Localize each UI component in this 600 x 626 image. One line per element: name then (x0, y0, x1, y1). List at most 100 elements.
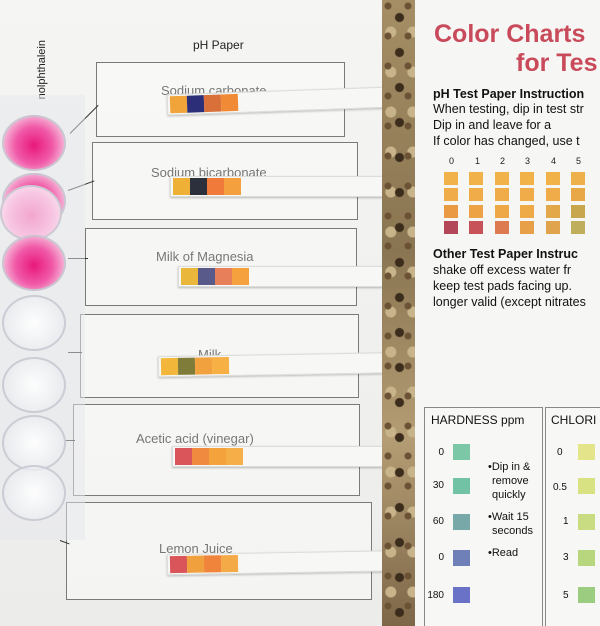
pad (220, 93, 239, 112)
pad (194, 357, 213, 375)
other-instruction-line: keep test pads facing up. (433, 279, 572, 293)
hardness-level: 0 (438, 552, 444, 563)
strip-pads (160, 357, 230, 376)
hardness-note: seconds (492, 525, 533, 537)
ph-swatch (495, 172, 509, 185)
pad (192, 448, 209, 465)
pad (198, 268, 215, 285)
ph-swatch (469, 172, 483, 185)
ph-swatch (520, 221, 534, 234)
ph-instruction-line: Dip in and leave for a (433, 118, 552, 132)
chart-title-line2: for Tes (516, 49, 598, 77)
ph-swatch (571, 205, 585, 218)
pad (186, 555, 205, 573)
hardness-swatch (453, 550, 470, 566)
chlorine-level: 3 (563, 552, 569, 563)
chlorine-level: 5 (563, 590, 569, 601)
ph-instructions-heading: pH Test Paper Instruction (433, 87, 585, 101)
pad (169, 95, 188, 114)
chlorine-level: 0 (557, 447, 563, 458)
pad (207, 178, 224, 195)
ph-instruction-line: If color has changed, use t (433, 134, 580, 148)
other-instruction-line: longer valid (except nitrates (433, 295, 586, 309)
pad (203, 94, 222, 113)
hardness-swatch (453, 444, 470, 460)
ph-paper-title: pH Paper (193, 38, 244, 52)
chlorine-level: 1 (563, 516, 569, 527)
chart-title: Color Charts for Tes (434, 20, 598, 78)
pad (190, 178, 207, 195)
ph-swatch (495, 205, 509, 218)
ph-strip-milk (157, 351, 416, 378)
hardness-panel (424, 407, 543, 626)
pad (215, 268, 232, 285)
pad (232, 268, 249, 285)
chart-title-line1: Color Charts (434, 20, 586, 48)
hardness-swatch (453, 514, 470, 530)
well (2, 465, 66, 521)
chlorine-swatch (578, 514, 595, 530)
sample-label: Milk of Magnesia (156, 249, 254, 264)
hardness-level: 60 (432, 516, 444, 527)
ph-swatch (469, 205, 483, 218)
ph-swatch (546, 188, 560, 201)
ph-scale-label: 0 (449, 156, 455, 166)
ph-swatch (444, 221, 458, 234)
ph-scale-label: 3 (525, 156, 531, 166)
hardness-swatch (453, 478, 470, 494)
ph-swatch (546, 172, 560, 185)
strip-pads (173, 178, 241, 195)
sample-label: Acetic acid (vinegar) (136, 431, 254, 446)
well (0, 185, 62, 241)
hardness-heading: HARDNESS ppm (431, 413, 525, 427)
ph-swatch (495, 188, 509, 201)
ph-strip-sodium-bicarbonate (170, 176, 420, 197)
ph-swatch (571, 221, 585, 234)
ph-scale-label: 5 (576, 156, 582, 166)
strip-pads (169, 554, 239, 574)
ph-swatch (520, 205, 534, 218)
ph-scale-label: 4 (551, 156, 557, 166)
ph-swatch (495, 221, 509, 234)
well (2, 235, 66, 291)
pad (224, 178, 241, 195)
pad (160, 357, 179, 376)
chlorine-heading: CHLORI (551, 413, 597, 427)
well (2, 357, 66, 413)
ph-swatch (469, 188, 483, 201)
hardness-note: quickly (492, 489, 526, 501)
pad (211, 357, 230, 375)
chlorine-swatch (578, 478, 595, 494)
ph-strip-milk-of-magnesia (178, 266, 430, 287)
well (2, 115, 66, 171)
hardness-level: 0 (438, 447, 444, 458)
ph-swatch (571, 188, 585, 201)
ph-swatch (444, 205, 458, 218)
pad (226, 448, 243, 465)
pad (175, 448, 192, 465)
pad (203, 555, 222, 573)
ph-swatch (546, 221, 560, 234)
phenolphthalein-label: nolphthalein (36, 40, 48, 100)
hardness-note: •Read (488, 547, 519, 559)
hardness-note: •Dip in & (488, 461, 531, 473)
strip-pads (181, 268, 249, 285)
pad (173, 178, 190, 195)
hardness-note: •Wait 15 (488, 511, 529, 523)
pad (209, 448, 226, 465)
pad (186, 95, 205, 113)
ph-swatch (469, 221, 483, 234)
hardness-note: remove (492, 475, 529, 487)
ph-swatch (546, 205, 560, 218)
ph-swatch (571, 172, 585, 185)
ph-scale-label: 1 (475, 156, 481, 166)
hardness-level: 30 (432, 480, 444, 491)
well-plate (0, 95, 85, 540)
pad (181, 268, 198, 285)
ph-scale-label: 2 (500, 156, 506, 166)
other-instructions-heading: Other Test Paper Instruc (433, 247, 578, 261)
strip-pads (169, 93, 239, 114)
ph-swatch (520, 172, 534, 185)
ph-swatch (444, 188, 458, 201)
